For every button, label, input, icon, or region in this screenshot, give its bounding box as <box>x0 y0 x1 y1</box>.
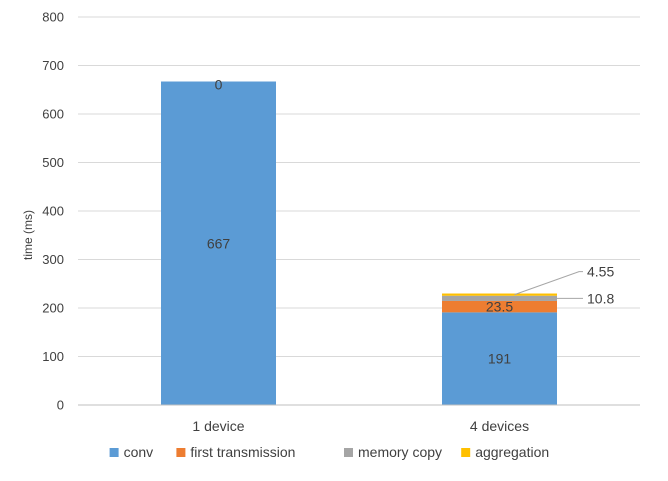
x-category-label: 4 devices <box>470 418 529 434</box>
legend-label: memory copy <box>358 444 442 460</box>
legend-label: aggregation <box>475 444 549 460</box>
legend-swatch <box>461 448 471 457</box>
data-label: 4.55 <box>587 264 614 280</box>
legend-swatch <box>176 448 186 457</box>
bar-segment <box>161 81 276 405</box>
y-tick-labels: 0 100 200 300 400 500 600 700 800 <box>42 10 64 413</box>
y-tick-label: 0 <box>57 398 64 413</box>
leader-line <box>514 271 583 296</box>
data-label: 23.5 <box>486 298 513 314</box>
y-tick-label: 200 <box>42 301 64 316</box>
y-tick-label: 700 <box>42 58 64 73</box>
legend-label: conv <box>124 444 154 460</box>
x-category-labels: 1 device 4 devices <box>192 418 529 434</box>
x-category-label: 1 device <box>192 418 244 434</box>
y-tick-label: 800 <box>42 10 64 25</box>
legend-swatch <box>109 448 119 457</box>
y-tick-label: 100 <box>42 349 64 364</box>
y-axis-title: time (ms) <box>21 210 35 260</box>
y-tick-label: 400 <box>42 204 64 219</box>
legend: conv first transmission memory copy aggrega… <box>109 444 549 460</box>
bar-segment <box>442 295 557 301</box>
bar-segment <box>442 300 557 313</box>
y-tick-label: 600 <box>42 107 64 122</box>
data-label: 191 <box>488 351 512 367</box>
y-tick-label: 300 <box>42 252 64 267</box>
data-label: 667 <box>207 235 231 251</box>
legend-swatch <box>344 448 353 457</box>
data-labels: 667 0 191 23.5 10.8 4.55 <box>207 77 615 367</box>
bar-segment <box>442 293 557 296</box>
bars <box>161 81 557 405</box>
data-label: 0 <box>215 77 223 93</box>
data-label: 10.8 <box>587 290 614 306</box>
legend-label: first transmission <box>190 444 295 460</box>
y-tick-label: 500 <box>42 155 64 170</box>
bar-segment <box>442 312 557 405</box>
